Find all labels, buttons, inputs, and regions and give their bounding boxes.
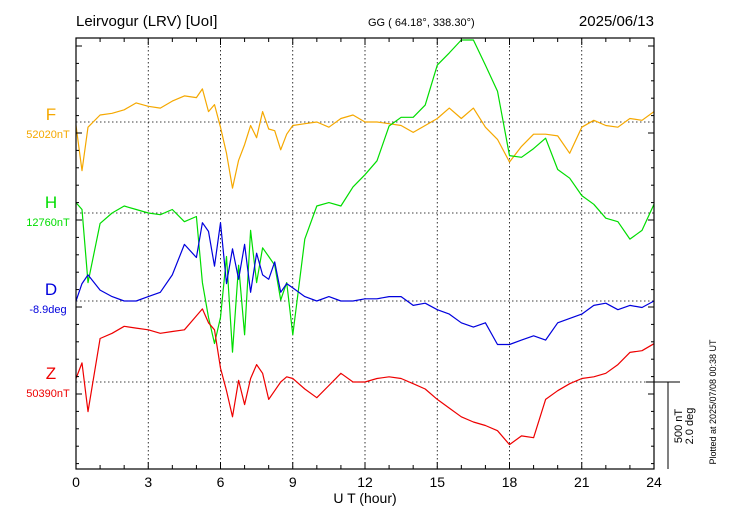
x-tick-label: 12	[357, 474, 373, 490]
station-title: Leirvogur (LRV) [UoI]	[76, 13, 217, 30]
plotted-at-note: Plotted at 2025/07/08 00:38 UT	[708, 339, 718, 465]
scale-bar-deg: 2.0 deg	[684, 408, 696, 445]
series-baseline-z: 50390nT	[26, 388, 70, 400]
x-tick-label: 18	[502, 474, 518, 490]
x-tick-label: 21	[574, 474, 590, 490]
chart-date: 2025/06/13	[579, 13, 654, 30]
grid-lines	[76, 38, 654, 469]
series-line-h	[75, 39, 655, 353]
scale-bar: 500 nT 2.0 deg	[646, 381, 696, 469]
series-label-f: F	[46, 105, 56, 124]
scale-bar-nt: 500 nT	[673, 409, 685, 444]
series-baseline-d: -8.9deg	[29, 304, 66, 316]
x-tick-label: 3	[144, 474, 152, 490]
series-label-z: Z	[46, 364, 56, 383]
x-tick-label: 0	[72, 474, 80, 490]
x-tick-label: 6	[217, 474, 225, 490]
series-line-z	[75, 308, 655, 446]
series-label-h: H	[45, 193, 57, 212]
series-lines	[75, 39, 655, 446]
series-labels: F 52020nT H 12760nT D -8.9deg Z 50390nT	[26, 105, 70, 400]
series-line-f	[75, 88, 655, 189]
axis-ticks	[75, 38, 655, 469]
series-baseline-f: 52020nT	[26, 129, 70, 141]
x-tick-label: 24	[646, 474, 662, 490]
station-coords: GG ( 64.18°, 338.30°)	[368, 17, 475, 29]
x-tick-label: 9	[289, 474, 297, 490]
series-baseline-h: 12760nT	[26, 217, 70, 229]
x-axis-label: U T (hour)	[333, 490, 396, 506]
series-label-d: D	[45, 280, 57, 299]
x-tick-labels: 0 3 6 9 12 15 18 21 24	[72, 474, 662, 490]
series-line-d	[75, 222, 655, 346]
x-tick-label: 15	[429, 474, 445, 490]
